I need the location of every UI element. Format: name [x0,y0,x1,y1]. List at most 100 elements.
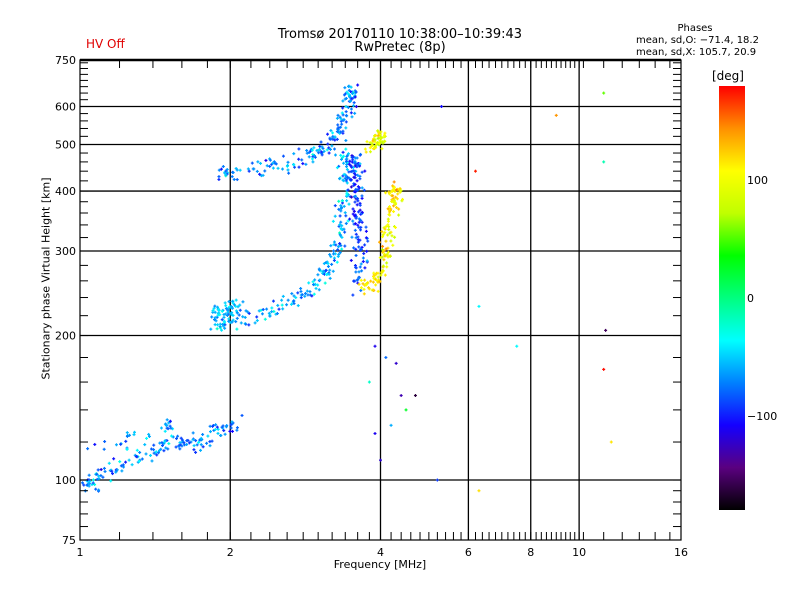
echo-point [371,138,375,142]
echo-point [165,418,169,422]
echo-point [352,209,356,213]
echo-point [281,307,285,311]
echo-point [354,253,358,257]
echo-point [383,227,387,231]
echo-point [358,208,362,212]
echo-point [114,443,118,447]
echo-point [215,327,219,331]
echo-point [235,428,239,432]
echo-point [185,442,189,446]
echo-point [228,429,232,433]
echo-point [353,222,357,226]
echo-point [353,182,357,186]
echo-point [148,453,152,457]
echo-point [199,448,203,452]
echo-point [312,154,316,158]
echo-point [224,307,228,311]
echo-point [401,197,405,201]
echo-point [382,258,386,262]
echo-point [147,434,151,438]
echo-point [386,207,390,211]
echo-point [340,206,344,210]
echo-point [225,313,229,317]
echo-point [328,276,332,280]
echo-point [223,432,227,436]
echo-point [280,303,284,307]
echo-point [360,170,364,174]
echo-point [238,303,242,307]
echo-point [382,249,386,253]
echo-point [319,140,323,144]
echo-point [354,236,358,240]
echo-point [109,479,113,483]
echo-point [182,441,186,445]
echo-point [369,144,373,148]
echo-point [263,317,267,321]
echo-point [358,248,362,252]
echo-point [389,239,393,243]
echo-point [325,148,329,152]
echo-point [387,212,391,216]
echo-point [380,230,384,234]
echo-point [326,142,330,146]
echo-point [223,323,227,327]
echo-point [292,152,296,156]
echo-point [152,448,156,452]
x-tick-label: 2 [227,546,234,559]
echo-point [299,287,303,291]
echo-point [235,316,239,320]
echo-point [384,224,388,228]
echo-point [362,292,366,296]
echo-point [163,440,167,444]
echo-point [363,243,367,247]
echo-point [286,298,290,302]
echo-point [331,131,335,135]
echo-point [247,169,251,173]
echo-point [339,157,343,161]
echo-point [351,155,355,159]
echo-point [319,150,323,154]
echo-point [290,292,294,296]
echo-point [191,438,195,442]
echo-point [344,147,348,151]
echo-point [271,299,275,303]
echo-point [364,236,368,240]
echo-point [376,136,380,140]
echo-point [216,427,220,431]
echo-point [349,170,353,174]
echo-point [333,138,337,142]
echo-point [338,115,342,119]
echo-point [339,153,343,157]
echo-point [360,269,364,273]
echo-point [337,207,341,211]
echo-point [366,281,370,285]
echo-point [218,313,222,317]
echo-point [286,160,290,164]
echo-point [271,161,275,165]
echo-point [179,436,183,440]
echo-points [80,83,613,493]
echo-point [345,181,349,185]
echo-point [383,139,387,143]
echo-point [326,132,330,136]
echo-point [356,83,360,87]
echo-point [330,137,334,141]
echo-point [296,304,300,308]
echo-point [154,450,158,454]
echo-point [287,171,291,175]
echo-point [312,292,316,296]
echo-point [268,158,272,162]
echo-point [280,298,284,302]
echo-point [384,355,388,359]
echo-point [381,235,385,239]
x-tick-label: 1 [77,546,84,559]
echo-point [244,322,248,326]
echo-point [164,423,168,427]
echo-point [239,321,243,325]
echo-point [383,231,387,235]
echo-point [397,207,401,211]
echo-point [276,166,280,170]
echo-point [114,470,118,474]
echo-point [244,309,248,313]
chart-title: Tromsø 20170110 10:38:00–10:39:43 [277,27,523,42]
